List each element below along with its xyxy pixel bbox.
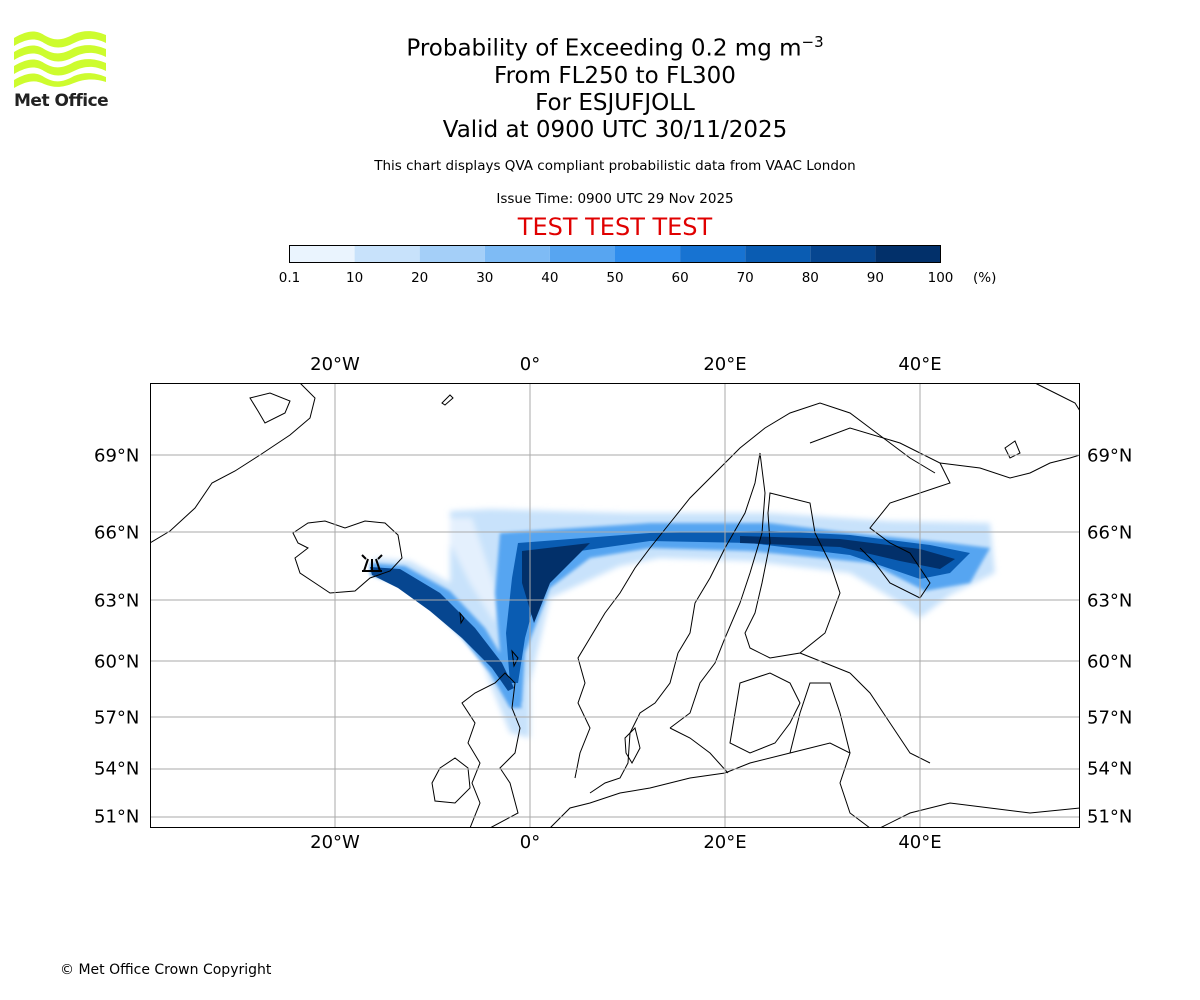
lon-label-bottom-0: 0° [519, 832, 541, 853]
lon-label-top-40e: 40°E [898, 354, 942, 375]
test-banner: TEST TEST TEST [517, 213, 713, 241]
title-valid-time: Valid at 0900 UTC 30/11/2025 [442, 117, 788, 143]
subtitle: This chart displays QVA compliant probab… [374, 158, 856, 174]
lon-label-bottom-20e: 20°E [703, 832, 747, 853]
lat-label-left-57n: 57°N [94, 707, 140, 729]
lat-label-right-66n: 66°N [1087, 522, 1133, 544]
colorbar-cell [615, 245, 681, 263]
copyright: © Met Office Crown Copyright [60, 962, 272, 978]
colorbar-tick-label: 80 [801, 270, 819, 286]
colorbar-cell [484, 245, 550, 263]
colorbar-tick-label: 100 [927, 270, 954, 286]
colorbar-cell [289, 245, 355, 263]
colorbar-tick-label: 0.1 [278, 270, 301, 286]
map-background [150, 383, 1080, 828]
lat-label-left-69n: 69°N [94, 445, 140, 467]
coastlines [150, 383, 1080, 828]
colorbar-tick-label: 40 [541, 270, 559, 286]
colorbar-tick-label: 30 [476, 270, 494, 286]
lat-label-right-69n: 69°N [1087, 445, 1133, 467]
chart-title: Probability of Exceeding 0.2 mg m−3 [15, 28, 1200, 63]
volcano-marker-icon [361, 554, 383, 572]
lon-label-bottom-20w: 20°W [310, 832, 360, 853]
lon-label-top-0: 0° [519, 354, 541, 375]
colorbar-tick-label: 10 [346, 270, 364, 286]
colorbar-tick-label: 60 [671, 270, 689, 286]
title-main: Probability of Exceeding 0.2 mg m [406, 35, 802, 62]
title-levels: From FL250 to FL300 [494, 63, 736, 89]
lat-label-right-57n: 57°N [1087, 707, 1133, 729]
colorbar-cell [419, 245, 485, 263]
colorbar-frame [289, 245, 941, 263]
map-frame [150, 383, 1080, 828]
lat-label-left-54n: 54°N [94, 758, 140, 780]
colorbar-unit: (%) [973, 270, 997, 286]
lat-label-right-63n: 63°N [1087, 590, 1133, 612]
lat-label-left-51n: 51°N [94, 806, 140, 828]
lon-label-top-20e: 20°E [703, 354, 747, 375]
colorbar-tick-label: 20 [411, 270, 429, 286]
title-exponent: −3 [801, 33, 824, 51]
map [150, 383, 1080, 828]
colorbar-tick-label: 50 [606, 270, 624, 286]
colorbar-tick-label: 70 [736, 270, 754, 286]
colorbar [289, 245, 941, 263]
lon-label-top-20w: 20°W [310, 354, 360, 375]
lat-label-right-60n: 60°N [1087, 651, 1133, 673]
issue-time: Issue Time: 0900 UTC 29 Nov 2025 [496, 191, 734, 207]
lat-label-right-54n: 54°N [1087, 758, 1133, 780]
logo-text: Met Office [14, 91, 109, 111]
colorbar-cell [810, 245, 876, 263]
lat-label-left-60n: 60°N [94, 651, 140, 673]
colorbar-cell [875, 245, 941, 263]
colorbar-tick-label: 90 [866, 270, 884, 286]
lat-label-right-51n: 51°N [1087, 806, 1133, 828]
lat-label-left-63n: 63°N [94, 590, 140, 612]
met-office-wave-icon [14, 31, 106, 88]
lon-label-bottom-40e: 40°E [898, 832, 942, 853]
ash-plume [370, 509, 995, 738]
gridlines [150, 383, 1080, 828]
lat-label-left-66n: 66°N [94, 522, 140, 544]
title-volcano: For ESJUFJOLL [535, 90, 695, 116]
colorbar-cell [745, 245, 811, 263]
colorbar-cell [549, 245, 615, 263]
colorbar-cell [680, 245, 746, 263]
colorbar-cell [354, 245, 420, 263]
